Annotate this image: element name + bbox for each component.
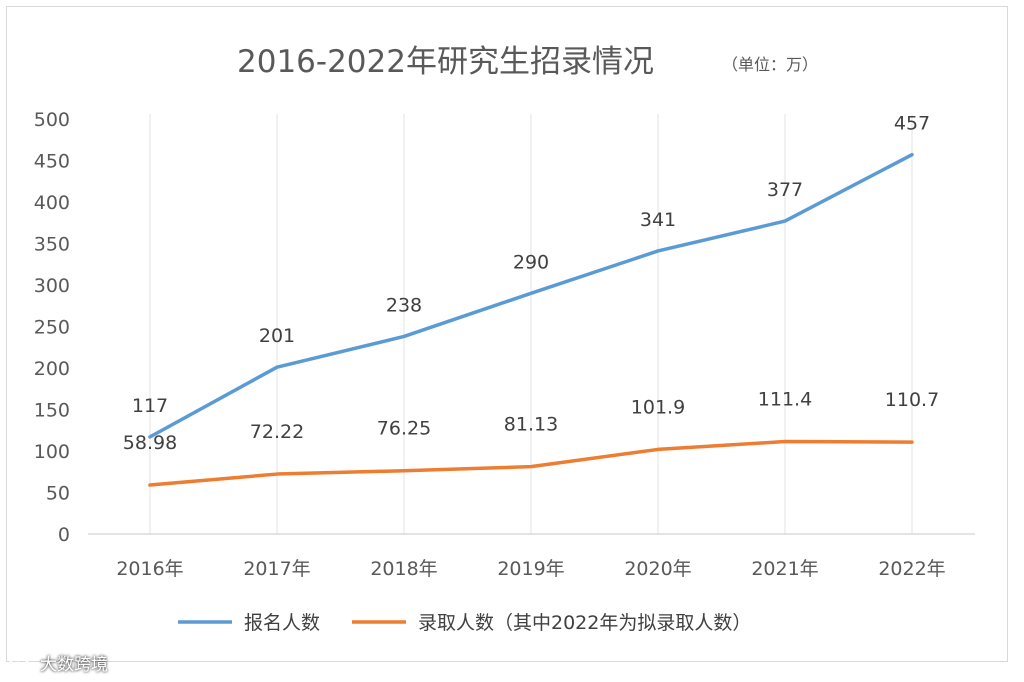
chart-frame: [6, 6, 1008, 662]
data-label-applicants: 341: [640, 209, 676, 231]
data-label-admissions: 58.98: [123, 432, 177, 454]
data-label-applicants: 201: [259, 325, 295, 347]
series-line-admissions: [148, 439, 914, 487]
chart-title: 2016-2022年研究生招录情况: [237, 44, 654, 80]
y-tick-label: 200: [34, 358, 70, 380]
y-tick-label: 150: [34, 400, 70, 422]
x-tick-label: 2016年: [116, 558, 183, 580]
x-tick-label: 2021年: [751, 558, 818, 580]
y-tick-label: 100: [34, 441, 70, 463]
y-tick-label: 300: [34, 275, 70, 297]
y-tick-label: 350: [34, 234, 70, 256]
data-label-admissions: 81.13: [504, 414, 558, 436]
y-tick-label: 250: [34, 317, 70, 339]
legend-label-applicants: 报名人数: [244, 612, 320, 634]
x-tick-label: 2018年: [370, 558, 437, 580]
y-tick-label: 500: [34, 109, 70, 131]
data-label-admissions: 101.9: [631, 396, 685, 418]
y-tick-label: 0: [58, 524, 70, 546]
x-tick-label: 2019年: [497, 558, 564, 580]
data-label-applicants: 290: [513, 251, 549, 273]
x-tick-label: 2020年: [624, 558, 691, 580]
data-label-admissions: 111.4: [758, 389, 812, 411]
watermark-text: 大数跨境: [40, 654, 108, 675]
data-label-applicants: 377: [767, 179, 803, 201]
data-label-applicants: 117: [132, 395, 168, 417]
legend-label-admissions: 录取人数（其中2022年为拟录取人数）: [418, 612, 751, 634]
data-label-applicants: 238: [386, 294, 422, 316]
weibo-logo-icon: [9, 653, 33, 671]
series-line-applicants: [148, 152, 914, 439]
x-tick-label: 2017年: [243, 558, 310, 580]
data-label-applicants: 457: [894, 113, 930, 135]
data-label-admissions: 76.25: [377, 418, 431, 440]
watermark: 大数跨境: [8, 648, 108, 676]
y-tick-label: 50: [46, 483, 70, 505]
data-label-admissions: 110.7: [885, 389, 939, 411]
y-tick-label: 400: [34, 192, 70, 214]
data-label-admissions: 72.22: [250, 421, 304, 443]
chart-title-unit: （单位：万）: [722, 55, 818, 74]
x-tick-label: 2022年: [878, 558, 945, 580]
y-tick-label: 450: [34, 151, 70, 173]
